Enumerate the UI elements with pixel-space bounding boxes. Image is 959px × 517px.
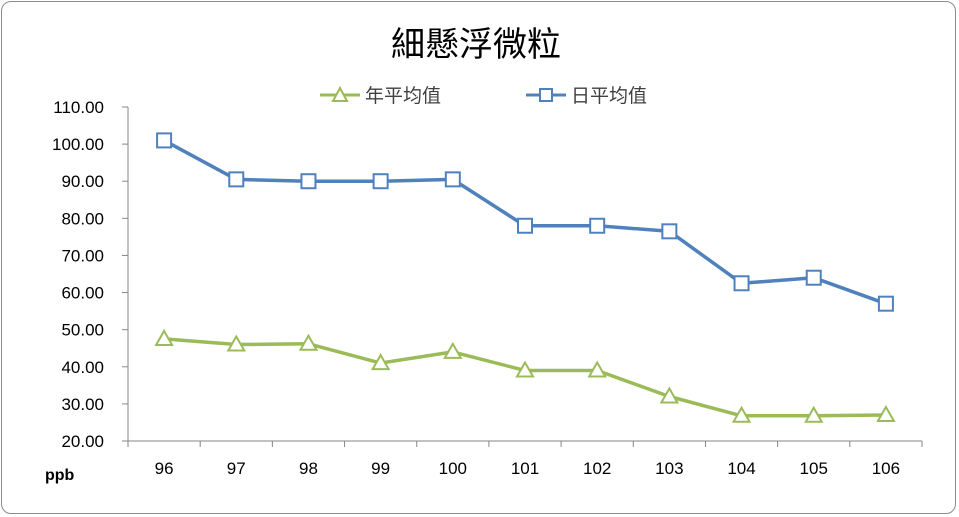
data-point-annual <box>443 341 463 359</box>
y-tick-label: 110.00 <box>53 98 104 117</box>
x-tick-label: 97 <box>227 459 246 478</box>
data-point-daily <box>877 295 894 312</box>
legend-marker-annual <box>331 85 349 102</box>
legend-label-annual: 年平均值 <box>365 85 441 107</box>
data-point-daily <box>805 269 822 286</box>
series-layer <box>154 132 896 423</box>
x-tick-label: 101 <box>511 459 539 478</box>
y-tick-label: 60.00 <box>61 284 104 303</box>
x-tick-label: 96 <box>155 459 174 478</box>
data-point-daily <box>733 275 750 292</box>
data-point-annual <box>298 333 319 351</box>
x-tick-label: 106 <box>872 459 900 478</box>
data-point-daily <box>372 173 389 190</box>
chart-title: 細懸浮微粒 <box>391 25 561 65</box>
y-tick-label: 70.00 <box>61 246 104 265</box>
data-point-daily <box>517 217 533 234</box>
y-tick-label: 90.00 <box>61 172 104 191</box>
data-point-annual <box>370 353 391 371</box>
data-point-daily <box>589 217 606 234</box>
y-tick-label: 80.00 <box>61 209 104 228</box>
data-point-annual <box>731 405 752 423</box>
y-tick-label: 50.00 <box>61 321 104 340</box>
legend: 年平均值 日平均值 <box>320 85 647 107</box>
legend-item-daily: 日平均值 <box>526 85 647 107</box>
data-point-daily <box>156 132 173 149</box>
x-tick-label: 105 <box>800 459 828 478</box>
x-tick-label: 102 <box>583 459 611 478</box>
y-tick-label: 30.00 <box>61 395 104 414</box>
data-point-daily <box>444 171 461 188</box>
legend-marker-daily <box>539 88 553 102</box>
data-point-annual <box>154 328 174 346</box>
data-point-daily <box>661 223 678 240</box>
y-axis-unit-label: ppb <box>45 467 75 484</box>
data-point-annual <box>876 405 896 423</box>
y-tick-label: 100.00 <box>52 135 104 154</box>
axes: 20.00 30.00 40.00 50.00 60.00 70.00 80.00 90.00… <box>52 98 923 478</box>
data-point-annual <box>587 360 607 378</box>
data-point-annual <box>804 405 824 423</box>
x-tick-label: 104 <box>727 459 755 478</box>
x-tick-label: 100 <box>439 459 467 478</box>
data-point-annual <box>226 334 246 352</box>
x-tick-label: 98 <box>299 459 318 478</box>
data-point-daily <box>228 171 245 188</box>
data-point-annual <box>659 386 680 404</box>
legend-item-annual: 年平均值 <box>320 85 441 107</box>
y-tick-label: 40.00 <box>61 358 104 377</box>
data-point-daily <box>300 173 317 190</box>
x-tick-label: 103 <box>655 459 683 478</box>
y-tick-label: 20.00 <box>61 432 104 451</box>
x-tick-label: 99 <box>371 459 390 478</box>
legend-label-daily: 日平均值 <box>571 85 647 107</box>
data-point-annual <box>515 360 535 378</box>
